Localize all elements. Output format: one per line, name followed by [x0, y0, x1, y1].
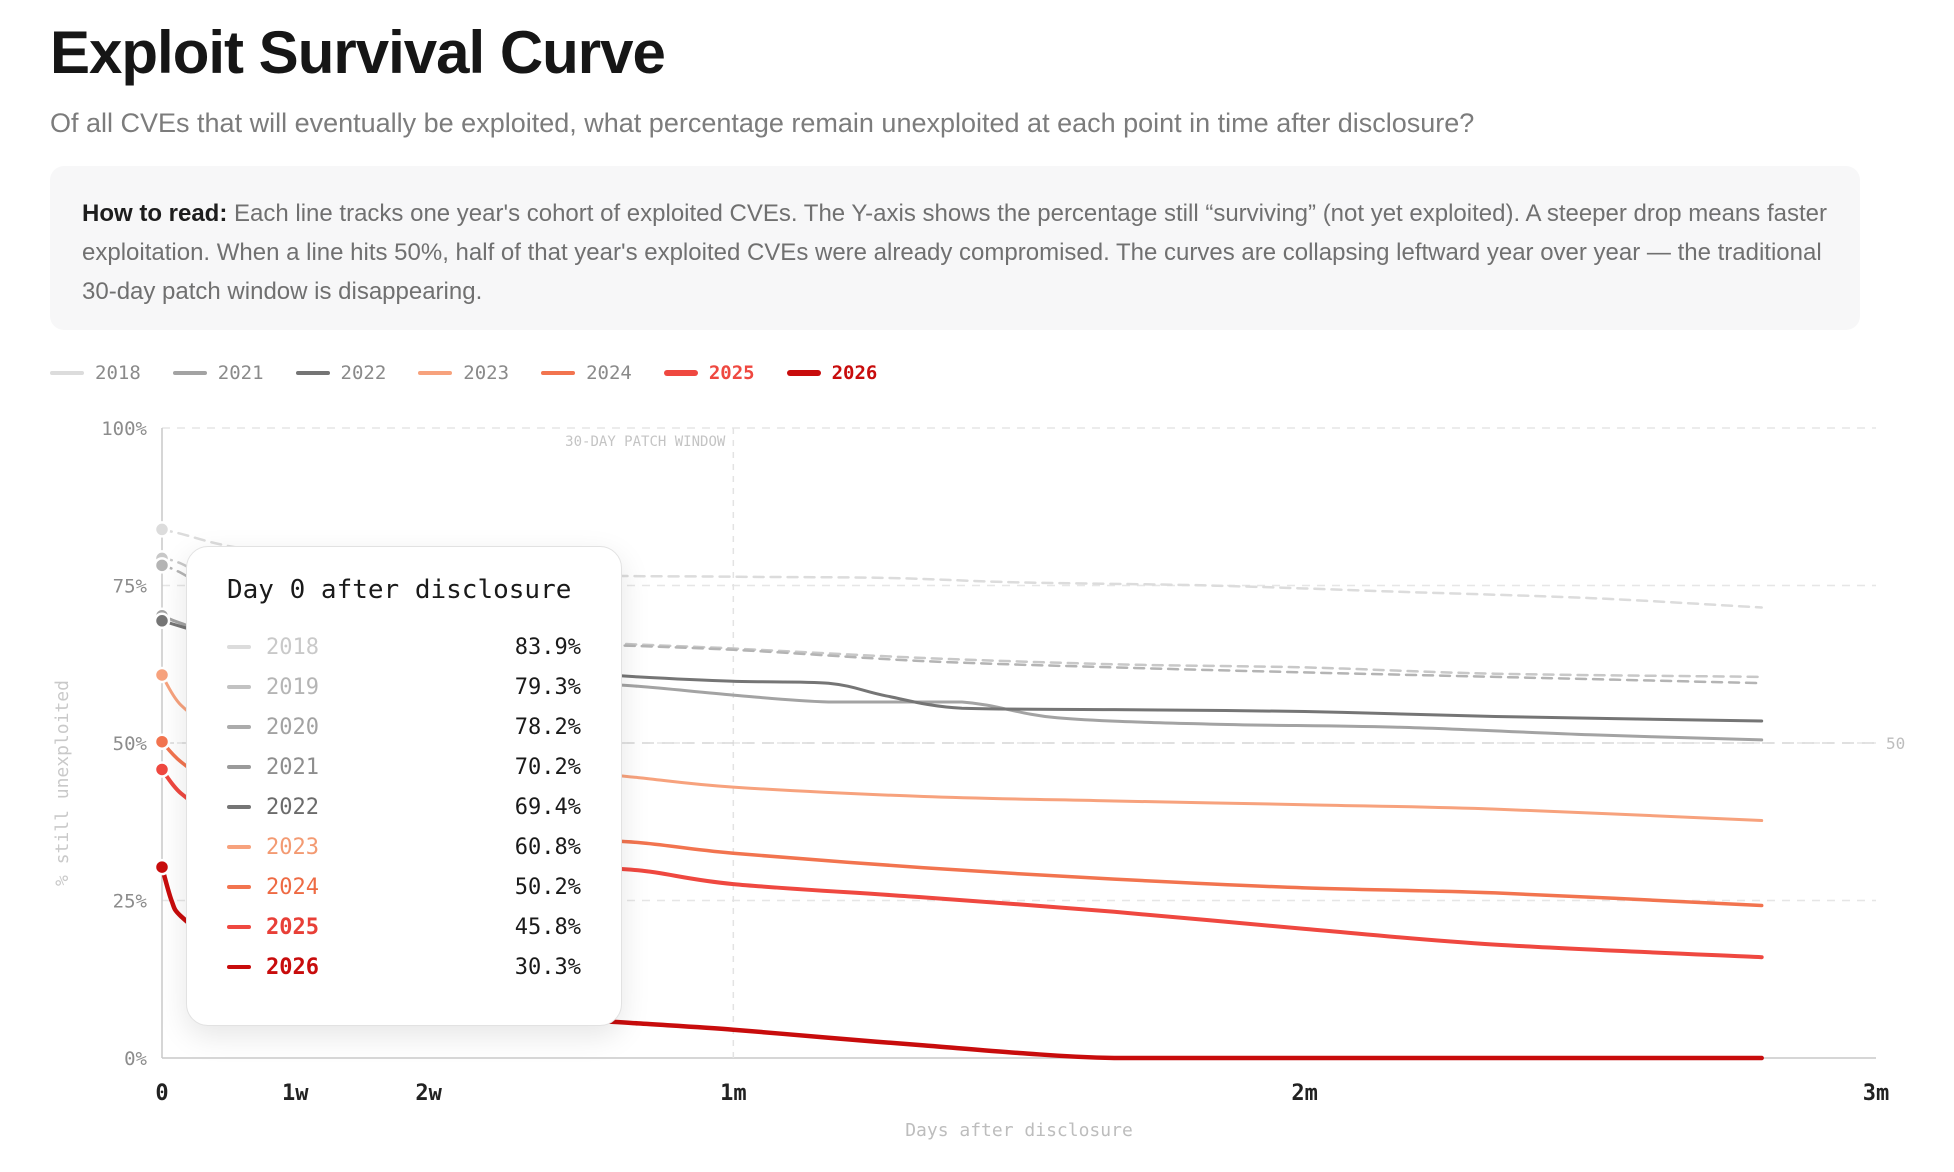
y-tick-label: 100%	[101, 418, 147, 440]
legend-swatch	[663, 370, 698, 376]
page-subtitle: Of all CVEs that will eventually be expl…	[50, 108, 1475, 138]
legend-item-2023[interactable]: 2023	[418, 362, 509, 384]
y-tick-label: 25%	[113, 891, 148, 913]
x-tick-label: 3m	[1863, 1081, 1890, 1106]
tooltip-value: 83.9%	[514, 634, 581, 660]
legend-item-2021[interactable]: 2021	[172, 362, 264, 384]
tooltip-swatch	[227, 965, 251, 969]
legend-item-2024[interactable]: 2024	[541, 362, 632, 384]
tooltip-swatch	[227, 725, 251, 729]
tooltip-row-2025: 2025 45.8%	[227, 907, 581, 947]
hover-point-2022	[153, 612, 171, 630]
hover-point-2024	[153, 733, 171, 750]
tooltip-row-2022: 2022 69.4%	[227, 787, 581, 827]
legend-swatch	[786, 370, 821, 376]
tooltip-year: 2023	[266, 834, 319, 860]
tooltip-value: 45.8%	[514, 914, 581, 940]
legend-swatch	[172, 371, 207, 375]
tooltip-year: 2024	[266, 874, 319, 900]
hover-point-2026	[153, 858, 171, 876]
x-tick-label: 2m	[1291, 1081, 1318, 1106]
tooltip-row-2023: 2023 60.8%	[227, 827, 581, 867]
tooltip-row-2020: 2020 78.2%	[227, 707, 581, 747]
legend-label: 2025	[708, 362, 755, 384]
tooltip-swatch	[227, 645, 251, 649]
tooltip-row-2018: 2018 83.9%	[227, 627, 581, 667]
tooltip-year: 2018	[266, 634, 319, 660]
how-to-read-label: How to read:	[82, 200, 228, 227]
tooltip-row-2019: 2019 79.3%	[227, 667, 581, 707]
patch-window-label: 30-DAY PATCH WINDOW	[565, 434, 726, 450]
x-tick-label: 1w	[282, 1081, 309, 1106]
tooltip-row-2026: 2026 30.3%	[227, 947, 581, 987]
legend-swatch	[418, 371, 453, 375]
tooltip-year: 2020	[266, 714, 319, 740]
legend-label: 2021	[217, 362, 264, 384]
hover-tooltip: Day 0 after disclosure 2018 83.9% 2019 79.3…	[186, 546, 622, 1026]
tooltip-title: Day 0 after disclosure	[227, 575, 572, 605]
legend-swatch	[50, 371, 84, 375]
tooltip-year: 2022	[266, 794, 319, 820]
legend-swatch	[541, 371, 576, 375]
tooltip-year: 2025	[266, 914, 319, 940]
fifty-percent-label: 50	[1886, 734, 1905, 753]
tooltip-swatch	[227, 685, 251, 689]
tooltip-swatch	[227, 885, 251, 889]
how-to-read-panel: How to read: Each line tracks one year's…	[50, 166, 1860, 330]
chart-legend: 2018 2021 2022 2023 2024 2025 2026	[50, 358, 909, 388]
tooltip-swatch	[227, 765, 251, 769]
legend-item-2018[interactable]: 2018	[50, 362, 141, 384]
hover-point-2023	[153, 666, 171, 684]
tooltip-value: 78.2%	[514, 714, 581, 740]
tooltip-swatch	[227, 925, 251, 929]
legend-label: 2022	[340, 362, 387, 384]
legend-label: 2026	[831, 362, 878, 384]
tooltip-value: 70.2%	[514, 754, 581, 780]
y-axis-title: % still unexploited	[52, 680, 73, 886]
hover-point-2025	[153, 761, 171, 778]
tooltip-year: 2019	[266, 674, 319, 700]
x-tick-label: 0	[155, 1081, 168, 1106]
tooltip-rows: 2018 83.9% 2019 79.3% 2020 78.2% 2021 70.2% 2022…	[227, 627, 581, 987]
tooltip-value: 79.3%	[514, 674, 581, 700]
tooltip-value: 50.2%	[514, 874, 581, 900]
legend-item-2026[interactable]: 2026	[786, 362, 878, 384]
x-tick-label: 1m	[720, 1081, 747, 1106]
legend-item-2025[interactable]: 2025	[663, 362, 755, 384]
tooltip-value: 69.4%	[514, 794, 581, 820]
hover-point-2018	[153, 521, 171, 538]
hover-point-2020	[153, 557, 171, 574]
legend-swatch	[295, 371, 330, 375]
x-tick-label: 2w	[415, 1081, 442, 1106]
y-tick-label: 0%	[124, 1048, 147, 1070]
tooltip-value: 60.8%	[514, 834, 581, 860]
tooltip-year: 2026	[266, 954, 319, 980]
tooltip-row-2021: 2021 70.2%	[227, 747, 581, 787]
y-tick-label: 75%	[113, 576, 148, 598]
y-tick-label: 50%	[113, 733, 148, 755]
tooltip-value: 30.3%	[514, 954, 581, 980]
page-title: Exploit Survival Curve	[50, 19, 666, 86]
legend-label: 2024	[586, 362, 632, 384]
legend-label: 2018	[95, 362, 141, 384]
how-to-read-text: Each line tracks one year's cohort of ex…	[82, 200, 1827, 305]
x-axis-title: Days after disclosure	[905, 1120, 1133, 1141]
legend-label: 2023	[463, 362, 510, 384]
legend-item-2022[interactable]: 2022	[295, 362, 387, 384]
tooltip-swatch	[227, 845, 251, 849]
tooltip-swatch	[227, 805, 251, 809]
tooltip-year: 2021	[266, 754, 319, 780]
tooltip-row-2024: 2024 50.2%	[227, 867, 581, 907]
